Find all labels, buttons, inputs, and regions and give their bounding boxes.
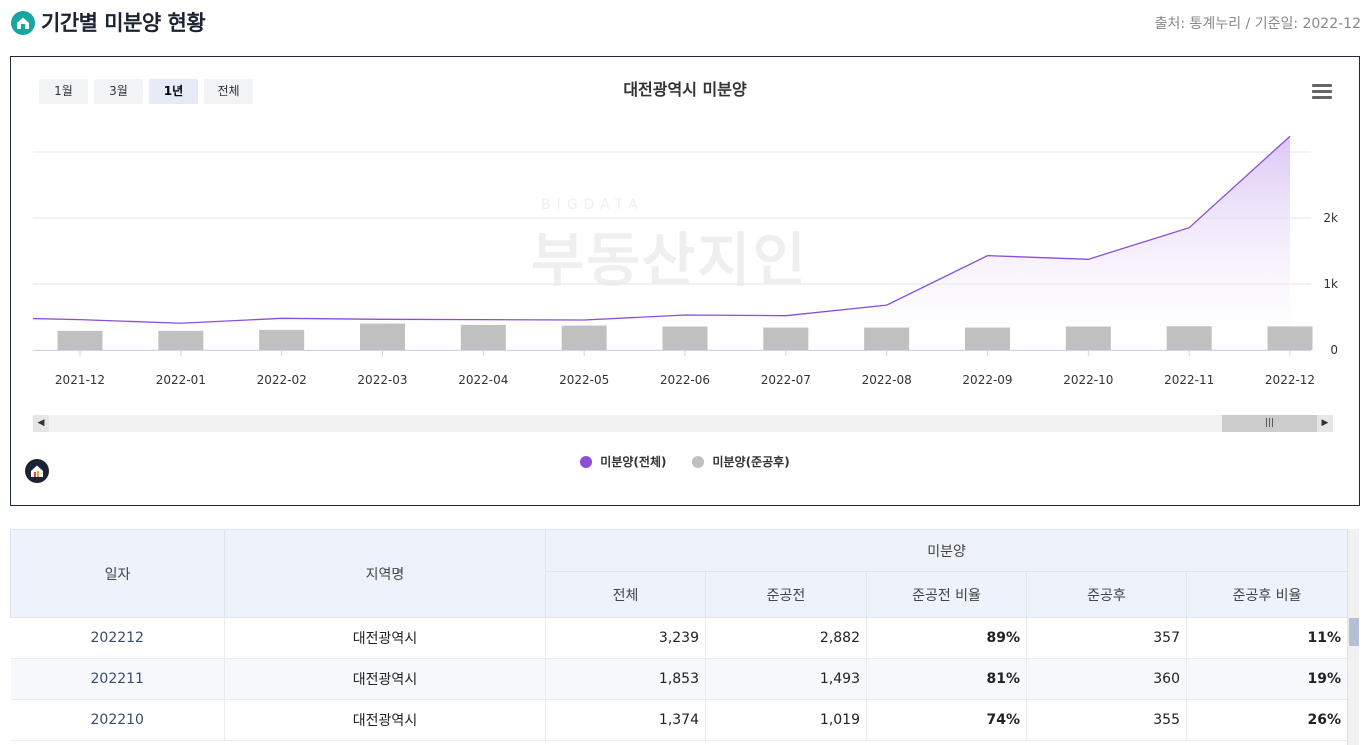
bar-post — [561, 325, 607, 350]
cell-post-ratio: 19% — [1186, 658, 1349, 700]
bar-post — [1267, 326, 1313, 350]
x-tick-label: 2022-07 — [761, 373, 811, 387]
hamburger-menu-icon[interactable] — [1312, 84, 1332, 100]
bar-post — [460, 324, 506, 350]
bar-post — [864, 327, 910, 350]
scroll-right-arrow-icon[interactable]: ▶ — [1317, 415, 1333, 432]
navigator-handle[interactable]: ||| — [1222, 415, 1317, 432]
header-total[interactable]: 전체 — [545, 571, 706, 618]
cell-pre: 2,882 — [705, 617, 867, 659]
header-date[interactable]: 일자 — [10, 529, 225, 618]
x-tick-label: 2021-12 — [55, 373, 105, 387]
x-tick-label: 2022-06 — [660, 373, 710, 387]
x-tick-label: 2022-02 — [257, 373, 307, 387]
x-tick-label: 2022-09 — [962, 373, 1012, 387]
header-group-unsold: 미분양 — [544, 529, 1349, 572]
x-tick-label: 2022-10 — [1063, 373, 1113, 387]
cell-region: 대전광역시 — [224, 617, 546, 659]
cell-pre-ratio: 81% — [866, 658, 1027, 700]
chart-container: 1월 3월 1년 전체 대전광역시 미분양 BIGDATA 부동산지인 0 1k 2… — [10, 56, 1360, 506]
range-button-all[interactable]: 전체 — [204, 79, 253, 104]
bar-post — [1065, 326, 1111, 350]
header-region[interactable]: 지역명 — [224, 529, 546, 618]
table-scrollbar[interactable] — [1347, 529, 1359, 745]
bar-post — [259, 329, 305, 350]
cell-pre: 1,493 — [705, 658, 867, 700]
cell-total: 1,853 — [545, 658, 706, 700]
chart-logo-icon — [25, 459, 49, 483]
cell-post-ratio: 11% — [1186, 617, 1349, 659]
chart-legend: 미분양(전체) 미분양(준공후) — [11, 453, 1359, 470]
cell-date: 202211 — [10, 658, 225, 700]
cell-region: 대전광역시 — [224, 699, 546, 741]
cell-post: 357 — [1026, 617, 1187, 659]
chart-title: 대전광역시 미분양 — [623, 80, 747, 99]
x-tick-label: 2022-11 — [1164, 373, 1214, 387]
cell-pre-ratio: 74% — [866, 699, 1027, 741]
cell-total: 3,239 — [545, 617, 706, 659]
cell-total: 1,374 — [545, 699, 706, 741]
chart-plot-area: 0 1k 2k 2021-12 2022-01 2022-02 2022-03 2022-04… — [32, 135, 1338, 387]
y-tick-label: 2k — [1323, 211, 1338, 225]
x-tick-label: 2022-04 — [458, 373, 508, 387]
table-row[interactable]: 202211 대전광역시 1,853 1,493 81% 360 19% — [10, 658, 1349, 700]
table-row[interactable]: 202212 대전광역시 3,239 2,882 89% 357 11% — [10, 617, 1349, 659]
range-button-1y[interactable]: 1년 — [149, 79, 198, 104]
cell-date: 202212 — [10, 617, 225, 659]
range-selector: 1월 3월 1년 전체 — [39, 79, 253, 104]
cell-region: 대전광역시 — [224, 658, 546, 700]
cell-post: 355 — [1026, 699, 1187, 741]
series-line-total — [32, 135, 1291, 324]
bar-post — [1166, 326, 1212, 350]
header-pre-ratio[interactable]: 준공전 비율 — [866, 571, 1027, 618]
unsold-data-table: 일자 지역명 미분양 전체 준공전 준공전 비율 준공후 준공후 비율 2022… — [10, 529, 1349, 741]
x-tick-label: 2022-12 — [1265, 373, 1315, 387]
header-post[interactable]: 준공후 — [1026, 571, 1187, 618]
bar-post — [158, 330, 204, 350]
series-area-total — [33, 136, 1290, 350]
cell-date: 202210 — [10, 699, 225, 741]
bar-post — [965, 327, 1010, 350]
chart-navigator-scrollbar[interactable]: ◀ ||| ▶ — [33, 415, 1333, 432]
bar-post — [662, 326, 708, 350]
scroll-left-arrow-icon[interactable]: ◀ — [33, 415, 49, 432]
bar-post — [57, 330, 103, 350]
x-tick-label: 2022-05 — [559, 373, 609, 387]
source-text: 출처: 통계누리 / 기준일: 2022-12 — [1154, 16, 1361, 32]
table-scrollbar-thumb[interactable] — [1349, 618, 1359, 646]
legend-dot-purple-icon — [580, 455, 593, 468]
home-logo-icon — [11, 11, 35, 35]
header-pre[interactable]: 준공전 — [705, 571, 867, 618]
cell-post: 360 — [1026, 658, 1187, 700]
x-tick-label: 2022-01 — [156, 373, 206, 387]
cell-pre: 1,019 — [705, 699, 867, 741]
legend-item-total[interactable]: 미분양(전체) — [580, 453, 666, 470]
x-tick-label: 2022-08 — [862, 373, 912, 387]
legend-item-post[interactable]: 미분양(준공후) — [692, 453, 790, 470]
header-post-ratio[interactable]: 준공후 비율 — [1185, 571, 1349, 618]
bar-post — [360, 323, 405, 350]
y-tick-label: 0 — [1330, 343, 1338, 357]
legend-dot-gray-icon — [692, 455, 705, 468]
table-row[interactable]: 202210 대전광역시 1,374 1,019 74% 355 26% — [10, 699, 1349, 741]
x-tick-label: 2022-03 — [357, 373, 407, 387]
page-title: 기간별 미분양 현황 — [41, 11, 206, 35]
page-header: 기간별 미분양 현황 출처: 통계누리 / 기준일: 2022-12 — [11, 8, 1361, 38]
cell-post-ratio: 26% — [1186, 699, 1349, 741]
range-button-3m[interactable]: 3월 — [94, 79, 143, 104]
range-button-1m[interactable]: 1월 — [39, 79, 88, 104]
cell-pre-ratio: 89% — [866, 617, 1027, 659]
bar-post — [763, 327, 809, 350]
y-tick-label: 1k — [1323, 277, 1338, 291]
